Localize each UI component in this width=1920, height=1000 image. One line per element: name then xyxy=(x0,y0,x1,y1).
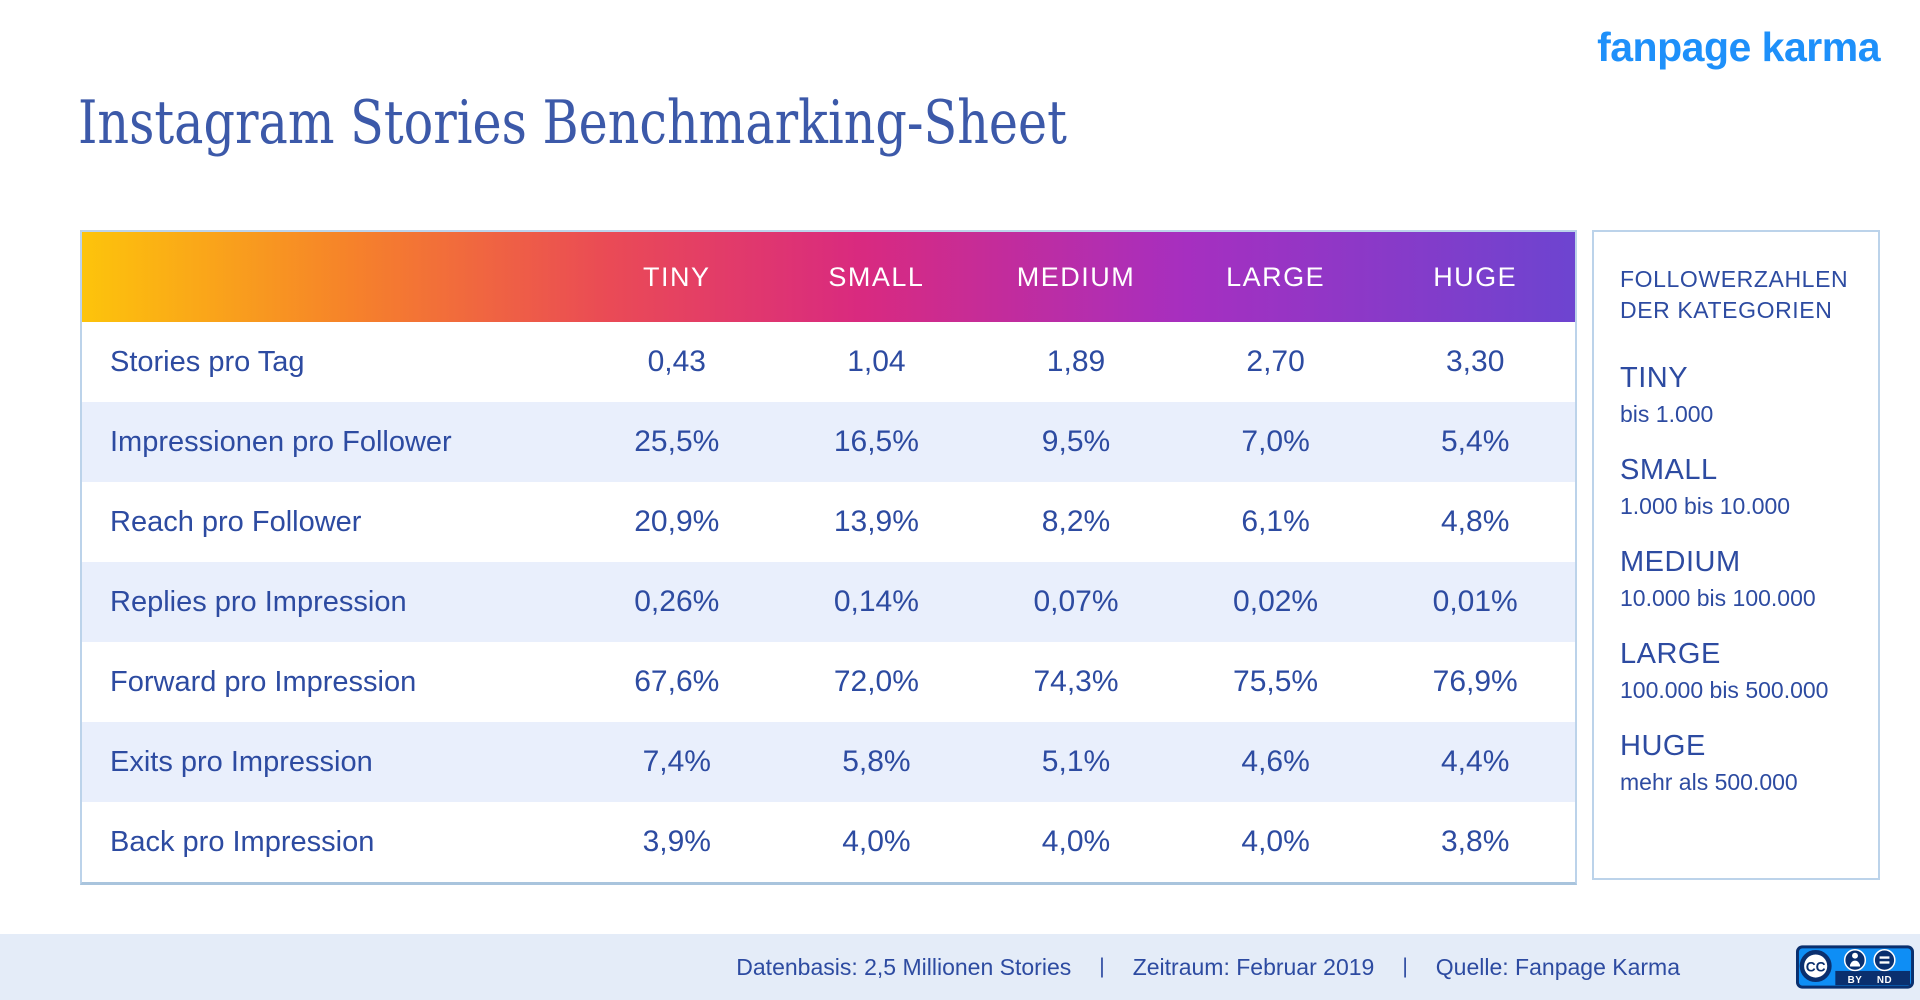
cell-value: 75,5% xyxy=(1233,665,1319,698)
legend-item-range: mehr als 500.000 xyxy=(1620,769,1798,796)
cell-value: 20,9% xyxy=(634,505,720,538)
table-row: Forward pro Impression 67,6% 72,0% 74,3%… xyxy=(82,642,1575,722)
legend-item-range: 10.000 bis 100.000 xyxy=(1620,585,1816,612)
table-row: Reach pro Follower 20,9% 13,9% 8,2% 6,1%… xyxy=(82,482,1575,562)
row-label: Impressionen pro Follower xyxy=(110,425,452,458)
row-label: Stories pro Tag xyxy=(110,345,305,378)
cell-value: 0,14% xyxy=(833,585,919,618)
cell-value: 0,01% xyxy=(1432,585,1518,618)
cc-icon: CC xyxy=(1799,950,1832,982)
fanpage-karma-logo: fanpage karma xyxy=(1597,24,1880,70)
table-header-huge: HUGE xyxy=(1433,261,1518,292)
cell-value: 2,70 xyxy=(1246,345,1305,378)
nd-label: ND xyxy=(1877,975,1892,986)
cell-value: 3,9% xyxy=(642,825,711,858)
legend-item-name: TINY xyxy=(1620,362,1689,395)
cell-value: 3,8% xyxy=(1441,825,1510,858)
cell-value: 4,6% xyxy=(1241,745,1310,778)
cell-value: 13,9% xyxy=(833,505,919,538)
nd-equals-icon xyxy=(1873,949,1896,972)
cell-value: 1,89 xyxy=(1046,345,1106,378)
footer-database: Datenbasis: 2,5 Millionen Stories xyxy=(736,953,1072,980)
cell-value: 5,4% xyxy=(1441,425,1510,458)
footer-separator: | xyxy=(1402,955,1408,978)
legend-item-medium: MEDIUM 10.000 bis 100.000 xyxy=(1620,546,1852,612)
row-label: Forward pro Impression xyxy=(110,665,417,698)
cell-value: 0,02% xyxy=(1233,585,1319,618)
row-label: Exits pro Impression xyxy=(110,745,373,778)
table-header-empty xyxy=(82,232,577,322)
table-row: Back pro Impression 3,9% 4,0% 4,0% 4,0% … xyxy=(82,802,1575,882)
cell-value: 76,9% xyxy=(1432,665,1518,698)
page-title: Instagram Stories Benchmarking-Sheet xyxy=(78,88,1067,158)
table-header-tiny: TINY xyxy=(643,261,711,292)
cell-value: 4,0% xyxy=(1241,825,1310,858)
legend-item-tiny: TINY bis 1.000 xyxy=(1620,362,1852,428)
footer-source: Quelle: Fanpage Karma xyxy=(1435,953,1680,980)
cell-value: 7,4% xyxy=(642,745,711,778)
legend-item-name: SMALL xyxy=(1620,454,1718,487)
table-row: Stories pro Tag 0,43 1,04 1,89 2,70 3,30 xyxy=(82,322,1575,402)
footer-timeframe: Zeitraum: Februar 2019 xyxy=(1132,953,1375,980)
legend-item-name: LARGE xyxy=(1620,638,1721,671)
cell-value: 9,5% xyxy=(1041,425,1111,458)
svg-text:CC: CC xyxy=(1806,959,1826,974)
legend-item-range: bis 1.000 xyxy=(1620,401,1714,428)
table-header-small: SMALL xyxy=(828,261,925,292)
table-header-medium: MEDIUM xyxy=(1016,261,1136,292)
row-label: Replies pro Impression xyxy=(110,585,407,618)
cell-value: 5,8% xyxy=(842,745,911,778)
cell-value: 4,0% xyxy=(1041,825,1111,858)
legend-item-small: SMALL 1.000 bis 10.000 xyxy=(1620,454,1852,520)
legend-item-range: 100.000 bis 500.000 xyxy=(1620,677,1829,704)
cell-value: 1,04 xyxy=(847,345,906,378)
footer-source-line: Datenbasis: 2,5 Millionen Stories | Zeit… xyxy=(736,934,1680,1000)
by-label: BY xyxy=(1848,975,1863,986)
legend-title-line1: FOLLOWERZAHLEN xyxy=(1620,266,1849,292)
cell-value: 72,0% xyxy=(833,665,919,698)
legend-item-range: 1.000 bis 10.000 xyxy=(1620,493,1791,520)
cell-value: 0,07% xyxy=(1033,585,1119,618)
cell-value: 3,30 xyxy=(1446,345,1505,378)
footer-bar: Datenbasis: 2,5 Millionen Stories | Zeit… xyxy=(0,934,1920,1000)
legend-title-line2: DER KATEGORIEN xyxy=(1620,297,1833,324)
cell-value: 8,2% xyxy=(1041,505,1111,538)
table-row: Replies pro Impression 0,26% 0,14% 0,07%… xyxy=(82,562,1575,642)
benchmark-table: TINY SMALL MEDIUM LARGE HUGE Stories pro… xyxy=(80,230,1577,885)
table-header-large: LARGE xyxy=(1226,261,1326,292)
cell-value: 4,4% xyxy=(1441,745,1510,778)
table-row: Exits pro Impression 7,4% 5,8% 5,1% 4,6%… xyxy=(82,722,1575,802)
follower-legend-panel: FOLLOWERZAHLEN DER KATEGORIEN TINY bis 1… xyxy=(1592,230,1880,880)
cell-value: 0,26% xyxy=(634,585,720,618)
cell-value: 16,5% xyxy=(833,425,919,458)
legend-title: FOLLOWERZAHLEN DER KATEGORIEN xyxy=(1620,264,1852,326)
cell-value: 4,0% xyxy=(842,825,911,858)
table-row: Impressionen pro Follower 25,5% 16,5% 9,… xyxy=(82,402,1575,482)
cell-value: 6,1% xyxy=(1241,505,1310,538)
table-header-row: TINY SMALL MEDIUM LARGE HUGE xyxy=(82,232,1575,322)
cc-by-nd-license-badge[interactable]: CC BY ND xyxy=(1796,945,1914,989)
cell-value: 25,5% xyxy=(634,425,720,458)
cell-value: 4,8% xyxy=(1441,505,1510,538)
cell-value: 5,1% xyxy=(1041,745,1111,778)
cell-value: 67,6% xyxy=(634,665,720,698)
row-label: Reach pro Follower xyxy=(110,505,362,538)
footer-separator: | xyxy=(1099,955,1105,978)
legend-item-large: LARGE 100.000 bis 500.000 xyxy=(1620,638,1852,704)
legend-item-name: MEDIUM xyxy=(1620,546,1741,579)
legend-item-huge: HUGE mehr als 500.000 xyxy=(1620,730,1852,796)
cell-value: 7,0% xyxy=(1241,425,1310,458)
cell-value: 74,3% xyxy=(1033,665,1119,698)
legend-item-name: HUGE xyxy=(1620,730,1706,763)
cell-value: 0,43 xyxy=(647,345,706,378)
by-person-icon xyxy=(1843,949,1867,972)
row-label: Back pro Impression xyxy=(110,825,375,858)
